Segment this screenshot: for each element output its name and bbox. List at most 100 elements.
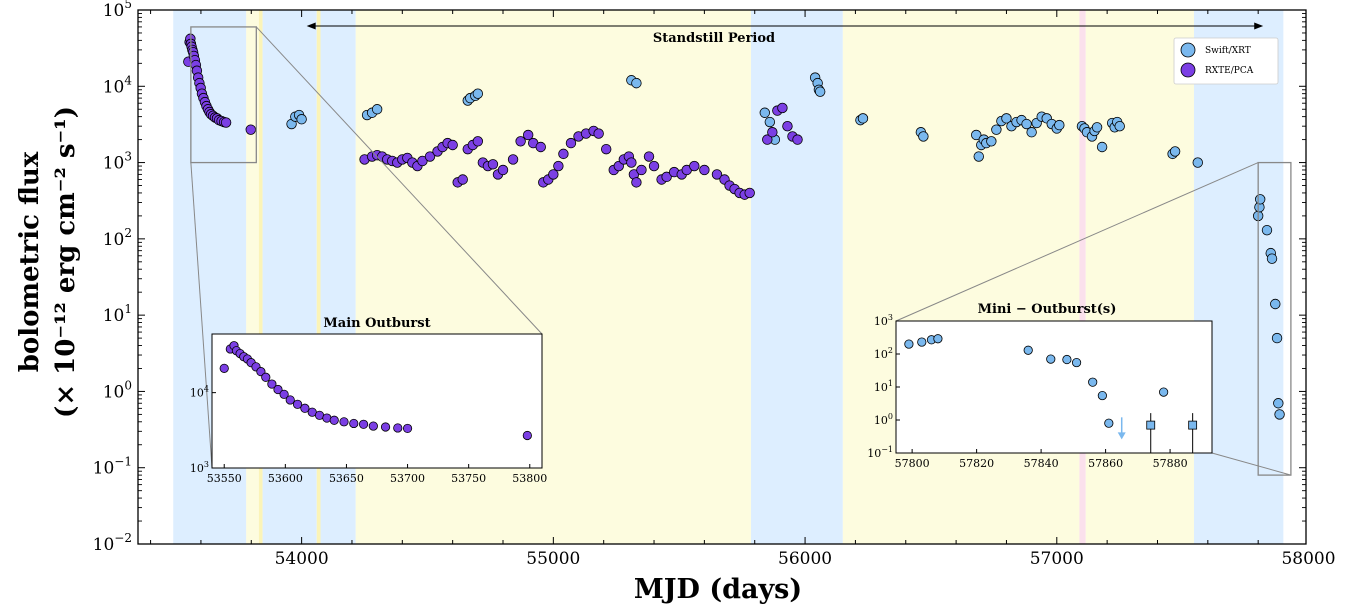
inset-data-point	[522, 430, 532, 441]
data-point	[565, 137, 577, 149]
inset-data-point	[917, 337, 927, 347]
data-point	[447, 139, 458, 151]
inset-data-point	[393, 423, 403, 433]
data-point	[986, 136, 997, 147]
data-point	[1021, 118, 1032, 130]
inset-mini-title: Mini − Outburst(s)	[978, 302, 1117, 317]
shaded-band	[750, 10, 843, 544]
data-point	[699, 164, 710, 176]
data-point	[1054, 119, 1065, 131]
y-tick-label: 102	[103, 226, 132, 250]
inset-x-tick-label: 57820	[959, 457, 994, 470]
zoom-connector	[255, 26, 543, 335]
inset-data-point	[1046, 354, 1056, 364]
inset-data-point	[300, 403, 310, 413]
data-point	[857, 113, 869, 124]
data-point	[1169, 146, 1181, 157]
inset-x-tick-label: 53700	[390, 472, 425, 485]
y-axis-title: bolometric flux (× 10⁻¹² erg cm⁻² s⁻¹)	[15, 106, 81, 418]
inset-mini-outburst: 57800 57820 57840 57860 57880 10−1 100 101 102 10…	[867, 302, 1213, 470]
inset-main-frame	[211, 333, 543, 469]
data-point	[515, 136, 526, 147]
data-point	[220, 117, 232, 128]
data-point	[631, 77, 642, 89]
inset-y-tick-label: 104	[190, 385, 209, 400]
inset-mini-background	[896, 321, 1212, 453]
inset-data-point	[1097, 390, 1107, 401]
axis-tick-labels: 54000 55000 56000 57000 58000 10−2 10−1 100 101 1…	[93, 0, 1336, 569]
inset-data-point	[380, 422, 391, 432]
data-point	[1192, 157, 1203, 168]
data-point	[1261, 224, 1273, 236]
data-point	[487, 159, 499, 170]
data-point	[744, 187, 755, 199]
inset-x-tick-label: 53650	[329, 472, 364, 485]
y-tick-label: 105	[103, 0, 132, 21]
data-point	[1273, 398, 1284, 409]
data-point	[1114, 120, 1125, 132]
inset-data-point	[267, 379, 277, 389]
data-point	[1254, 194, 1266, 205]
data-point	[626, 157, 637, 168]
inset-main-points	[219, 341, 532, 441]
y-tick-label: 101	[103, 302, 132, 326]
inset-x-tick-label: 57860	[1088, 457, 1123, 470]
data-point	[1001, 113, 1012, 124]
legend-label-rxte: RXTE/PCA	[1205, 66, 1254, 76]
zoom-connector	[190, 162, 213, 469]
zoom-connectors	[190, 26, 1292, 476]
data-point	[507, 154, 519, 165]
data-point	[535, 141, 546, 153]
data-points	[183, 33, 1285, 420]
data-point	[553, 160, 564, 172]
data-point	[764, 116, 776, 128]
inset-data-point	[261, 372, 271, 382]
data-point	[1091, 122, 1103, 133]
data-point	[767, 127, 778, 138]
shaded-band	[316, 10, 321, 544]
x-axis-title: MJD (days)	[634, 574, 802, 605]
standstill-annotation: Standstill Period	[306, 22, 1264, 46]
inset-y-tick-label: 100	[874, 412, 893, 427]
inset-data-point	[329, 415, 339, 425]
data-point	[371, 104, 383, 115]
x-tick-label: 55000	[526, 549, 580, 569]
data-point	[777, 102, 788, 114]
shaded-band	[842, 10, 1080, 544]
inset-data-point	[292, 399, 303, 409]
data-point	[792, 134, 803, 145]
data-point	[814, 86, 826, 97]
data-point	[522, 129, 534, 141]
inset-data-point	[219, 363, 229, 373]
upper-limit-arrow	[1117, 432, 1126, 440]
inset-data-point	[358, 419, 369, 429]
inset-data-point	[1023, 345, 1033, 355]
inset-y-tick-label: 10−1	[867, 445, 893, 460]
inset-data-point	[1071, 357, 1082, 368]
data-point	[417, 155, 428, 167]
inset-data-point	[279, 389, 289, 399]
inset-data-point	[1104, 418, 1114, 428]
inset-data-point	[368, 421, 378, 431]
data-point	[1026, 127, 1037, 138]
inset-y-tick-label: 103	[874, 313, 893, 328]
data-point	[661, 171, 672, 183]
y-tick-label: 10−2	[93, 531, 132, 555]
data-point	[782, 120, 793, 132]
data-point	[971, 129, 982, 141]
data-point	[1271, 332, 1283, 344]
inset-data-point	[1159, 387, 1169, 397]
data-point	[648, 160, 660, 172]
standstill-arrow-left-head	[306, 22, 316, 30]
inset-data-point	[285, 395, 295, 405]
data-point	[1270, 298, 1281, 310]
data-point	[918, 131, 929, 142]
inset-square-point	[1146, 420, 1156, 430]
zoom-region-box	[1257, 161, 1292, 476]
data-point	[689, 160, 700, 172]
inset-x-tick-label: 53600	[268, 472, 303, 485]
data-point	[593, 128, 604, 139]
legend-marker-rxte	[1180, 62, 1196, 78]
data-point	[601, 143, 612, 155]
